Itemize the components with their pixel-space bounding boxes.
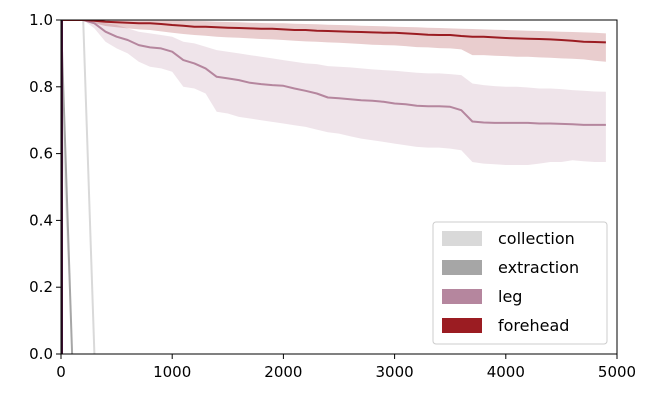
legend-label-collection: collection <box>498 229 575 248</box>
x-axis: 0 1000 2000 3000 4000 5000 <box>56 354 636 381</box>
series-lines <box>61 20 606 354</box>
y-tick-label: 0.2 <box>29 278 53 296</box>
x-tick-label: 5000 <box>598 363 636 381</box>
series-line-leg <box>61 20 606 126</box>
band-leg <box>61 20 606 165</box>
legend-label-extraction: extraction <box>498 258 579 277</box>
legend-label-forehead: forehead <box>498 316 569 335</box>
y-tick-label: 0.4 <box>29 211 53 229</box>
legend-swatch-leg <box>442 289 482 304</box>
y-tick-label: 0.0 <box>29 345 53 363</box>
x-tick-label: 3000 <box>376 363 414 381</box>
band-forehead <box>61 20 606 62</box>
y-tick-label: 0.6 <box>29 145 53 163</box>
plot-frame <box>60 19 618 355</box>
legend-label-leg: leg <box>498 287 522 306</box>
x-tick-label: 2000 <box>264 363 302 381</box>
y-tick-label: 1.0 <box>29 11 53 29</box>
legend: collection extraction leg forehead <box>432 221 608 345</box>
x-tick-label: 4000 <box>487 363 525 381</box>
legend-box <box>432 221 608 345</box>
x-tick-label: 1000 <box>153 363 191 381</box>
legend-swatch-extraction <box>442 260 482 275</box>
y-tick-label: 0.8 <box>29 78 53 96</box>
y-axis: 0.0 0.2 0.4 0.6 0.8 1.0 <box>29 11 61 363</box>
legend-swatch-forehead <box>442 318 482 333</box>
legend-swatch-collection <box>442 231 482 246</box>
x-tick-label: 0 <box>56 363 66 381</box>
series-line-forehead <box>61 20 606 44</box>
series-line-collection <box>61 20 96 354</box>
